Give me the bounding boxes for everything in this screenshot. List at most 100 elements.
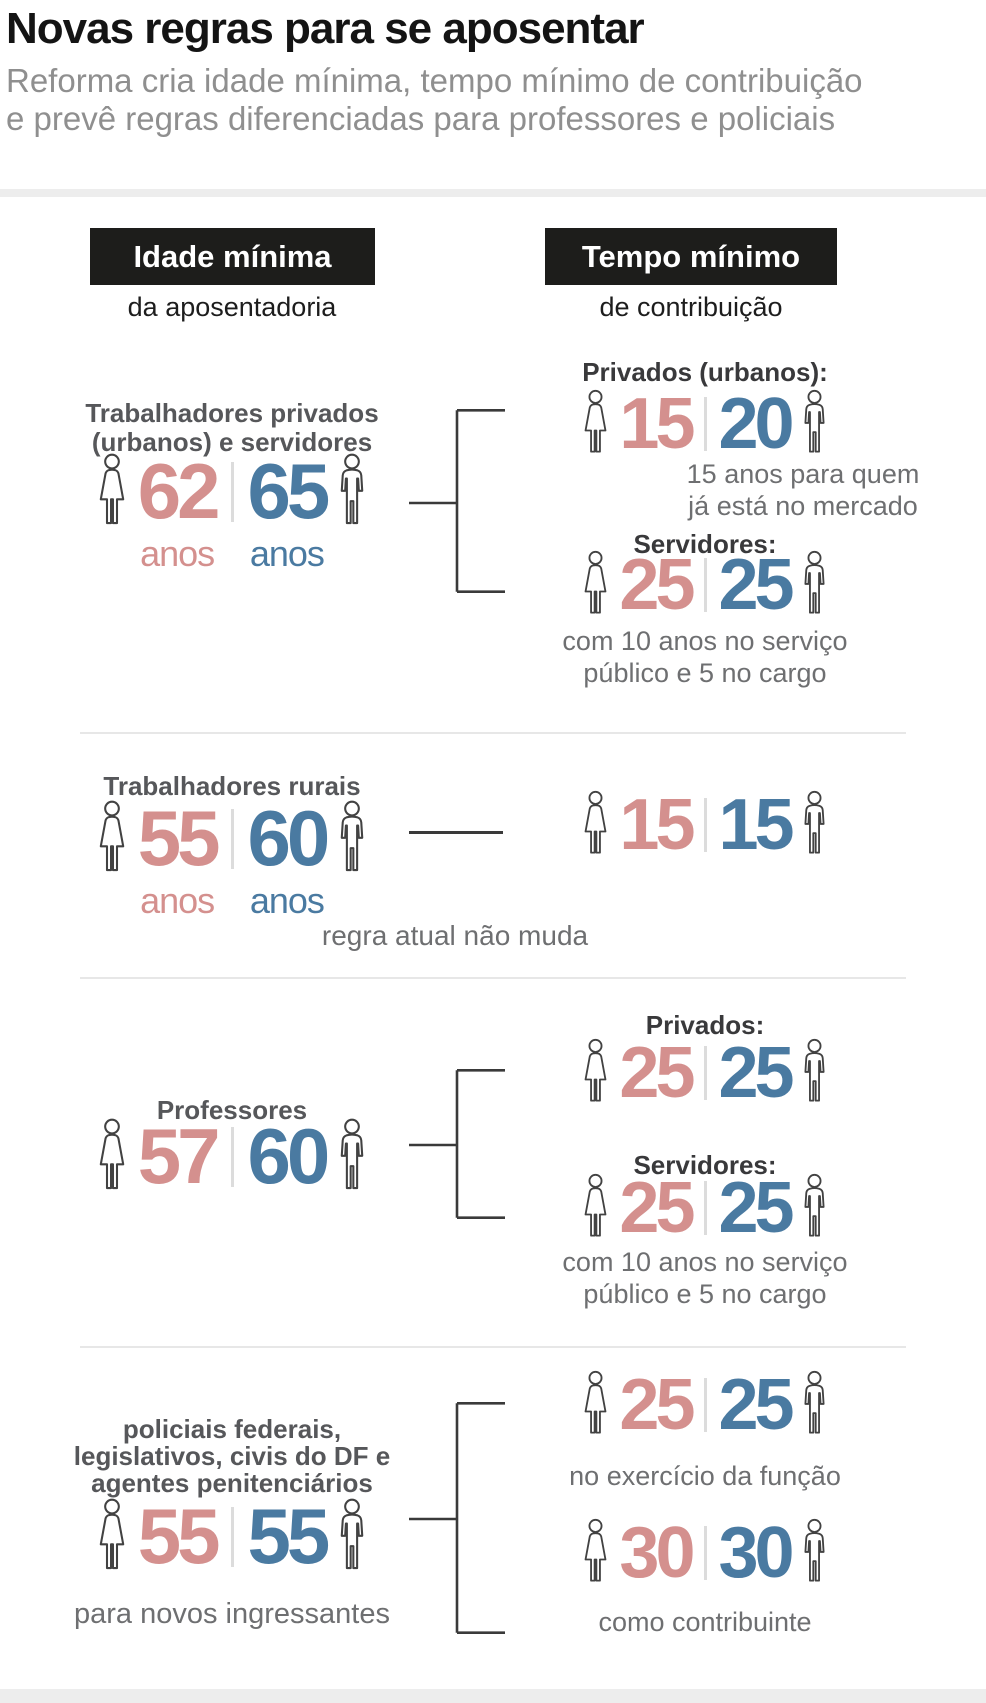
column-header-time: Tempo mínimo: [545, 228, 837, 285]
male-time-value: 20: [718, 384, 795, 464]
male-time-value: 25: [718, 1168, 795, 1248]
section2-left-title: Trabalhadores rurais: [103, 771, 361, 801]
section-divider: [80, 1346, 906, 1348]
female-icon: [576, 1038, 615, 1108]
female-age-unit: anos: [140, 880, 215, 921]
female-age-value: 62: [137, 447, 221, 535]
section2-footnote: regra atual não muda: [321, 920, 589, 951]
bracket-connector: [409, 1402, 505, 1634]
female-time-value: 15: [619, 384, 695, 464]
value-divider: [703, 397, 707, 451]
male-age-unit: anos: [249, 533, 325, 574]
female-time-value: 25: [619, 1168, 695, 1248]
male-icon: [795, 1173, 834, 1243]
subtitle-line-2: e prevê regras diferenciadas para profes…: [6, 100, 836, 137]
column-subheader-age: da aposentadoria: [127, 292, 337, 322]
male-icon: [795, 1370, 834, 1440]
female-icon: [90, 1118, 134, 1196]
male-icon: [795, 550, 834, 620]
section1-right-privados-values: 15 20: [510, 388, 900, 460]
female-time-value: 25: [619, 1365, 695, 1445]
female-icon: [576, 1370, 615, 1440]
female-age-unit: anos: [140, 533, 215, 574]
top-divider-band: [0, 189, 986, 197]
female-age-value: 55: [137, 794, 221, 882]
value-divider: [703, 1378, 707, 1432]
male-time-value: 15: [718, 785, 795, 865]
section1-right-label-servidores: Servidores:: [633, 529, 777, 559]
male-age-value: 65: [247, 447, 331, 535]
column-header-age-label: Idade mínima: [133, 238, 332, 274]
female-icon: [576, 1518, 615, 1588]
male-time-value: 25: [718, 545, 795, 625]
section4-left-note: para novos ingressantes: [74, 1598, 390, 1630]
female-time-value: 25: [619, 545, 695, 625]
male-icon: [330, 800, 374, 878]
section-divider: [80, 732, 906, 734]
section3-left-ages: 57 60: [40, 1117, 424, 1196]
section2-left-ages: 55 anos 60 anos: [40, 799, 424, 919]
section3-right-privados-values: 25 25: [510, 1037, 900, 1109]
female-age-value: 55: [137, 1492, 221, 1580]
column-header-age: Idade mínima: [90, 228, 375, 285]
male-icon: [330, 453, 374, 531]
section3-left-title: Professores: [156, 1095, 308, 1125]
female-icon: [576, 550, 615, 620]
section3-right-label-servidores: Servidores:: [633, 1150, 777, 1180]
section-divider: [80, 977, 906, 979]
value-divider: [703, 1181, 707, 1235]
female-icon: [90, 453, 134, 531]
section4-left-ages: 55 55: [40, 1497, 424, 1576]
value-divider: [703, 1526, 707, 1580]
male-icon: [330, 1498, 374, 1576]
section2-right-values: 15 15: [510, 789, 900, 861]
male-time-value: 25: [718, 1033, 795, 1113]
connector-line: [409, 831, 503, 834]
male-time-value: 30: [718, 1513, 795, 1593]
bottom-divider-band: [0, 1689, 986, 1703]
value-divider: [703, 798, 707, 852]
section4-right-exercicio-values: 25 25: [510, 1369, 900, 1441]
female-time-value: 25: [619, 1033, 695, 1113]
column-subheader-time: de contribuição: [599, 292, 783, 322]
section1-right-label-privados: Privados (urbanos):: [582, 357, 828, 387]
male-icon: [795, 790, 834, 860]
female-icon: [576, 790, 615, 860]
male-icon: [795, 1518, 834, 1588]
value-divider: [230, 809, 234, 869]
subtitle-line-1: Reforma cria idade mínima, tempo mínimo …: [6, 62, 863, 99]
bracket-connector: [409, 1069, 505, 1219]
column-header-time-label: Tempo mínimo: [581, 238, 801, 274]
female-icon: [90, 1498, 134, 1576]
male-icon: [330, 1118, 374, 1196]
male-age-value: 55: [247, 1492, 331, 1580]
page-title: Novas regras para se aposentar: [6, 4, 645, 53]
page-subtitle: Reforma cria idade mínima, tempo mínimo …: [6, 62, 976, 138]
section4-right-exercicio-note: no exercício da função: [569, 1461, 841, 1491]
value-divider: [230, 1507, 234, 1567]
section1-left-ages: 62 anos 65 anos: [40, 452, 424, 572]
male-age-unit: anos: [249, 880, 325, 921]
section1-left-title: Trabalhadores privados (urbanos) e servi…: [85, 398, 379, 457]
section3-right-servidores-values: 25 25: [510, 1172, 900, 1244]
female-icon: [576, 389, 615, 459]
male-icon: [795, 1038, 834, 1108]
section1-right-servidores-note: com 10 anos no serviço público e 5 no ca…: [562, 626, 848, 688]
section3-right-servidores-note: com 10 anos no serviço público e 5 no ca…: [562, 1247, 848, 1309]
section3-right-label-privados: Privados:: [645, 1010, 765, 1040]
section4-left-title: policiais federais, legislativos, civis …: [73, 1414, 391, 1498]
female-time-value: 15: [619, 785, 695, 865]
value-divider: [230, 1127, 234, 1187]
female-icon: [90, 800, 134, 878]
section4-right-contribuinte-values: 30 30: [510, 1517, 900, 1589]
section1-right-servidores-values: 25 25: [510, 549, 900, 621]
section4-right-contribuinte-note: como contribuinte: [598, 1607, 812, 1637]
female-age-value: 57: [137, 1112, 221, 1200]
female-time-value: 30: [619, 1513, 695, 1593]
male-time-value: 25: [718, 1365, 795, 1445]
section1-right-privados-note: 15 anos para quem já está no mercado: [686, 459, 920, 521]
bracket-connector: [409, 409, 505, 593]
male-age-value: 60: [247, 794, 331, 882]
male-age-value: 60: [247, 1112, 331, 1200]
value-divider: [230, 462, 234, 522]
